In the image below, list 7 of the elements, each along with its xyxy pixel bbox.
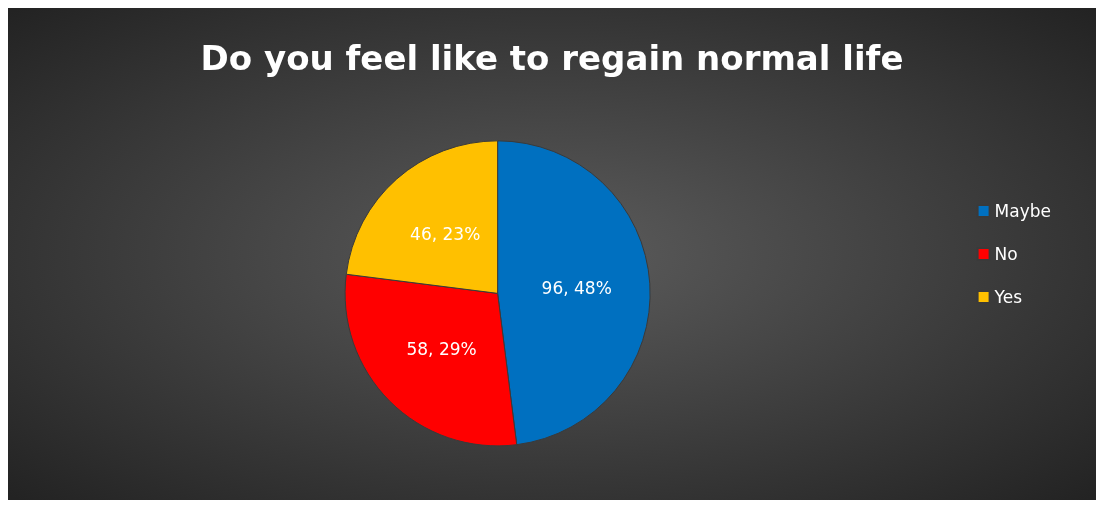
- data-label: 46, 23%: [410, 223, 481, 244]
- legend-label: Yes: [993, 287, 1023, 307]
- legend-label: Maybe: [994, 201, 1052, 221]
- data-label: 58, 29%: [406, 339, 477, 360]
- chart-title: Do you feel like to regain normal life: [200, 38, 904, 78]
- data-label: 96, 48%: [541, 278, 612, 299]
- legend-label: No: [994, 244, 1018, 264]
